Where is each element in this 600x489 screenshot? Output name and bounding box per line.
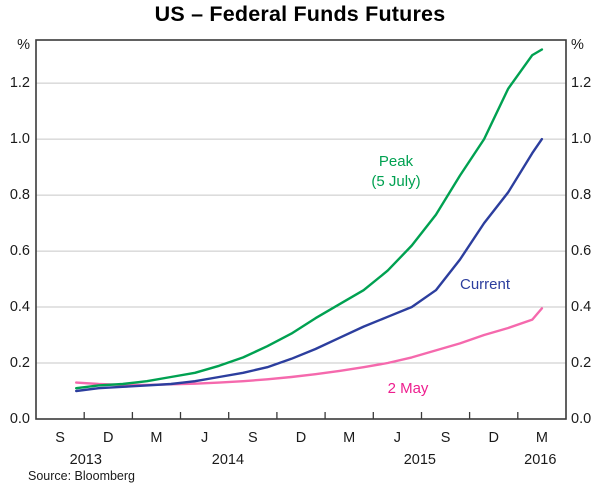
chart-title: US – Federal Funds Futures: [154, 2, 446, 26]
y-tick-label-right: 0.8: [571, 187, 592, 204]
x-tick-label: S: [247, 430, 258, 446]
y-tick-label-left: 0.4: [9, 299, 30, 316]
x-tick-label: M: [150, 430, 163, 446]
source-note: Source: Bloomberg: [28, 469, 136, 483]
plot-frame: [35, 39, 567, 420]
x-tick-label: S: [440, 430, 451, 446]
x-year-label: 2013: [69, 452, 102, 468]
x-tick-label: J: [201, 430, 209, 446]
x-year-label: 2014: [211, 452, 245, 468]
y-tick-label-right: 1.0: [571, 131, 592, 148]
x-tick-label: S: [55, 430, 65, 446]
x-year-label: 2015: [403, 452, 436, 468]
y-tick-label-left: 0.0: [9, 411, 30, 427]
y-tick-label-left: 0.2: [9, 355, 30, 372]
y-tick-label-left: 0.8: [9, 187, 30, 204]
x-tick-label: M: [343, 430, 356, 446]
y-tick-label-right: 0.2: [571, 355, 592, 372]
series-label-peak: Peak (5 July): [371, 152, 420, 192]
y-axis-unit-left: %: [17, 37, 30, 53]
x-tick-label: M: [535, 430, 548, 446]
y-tick-label-right: 0.0: [571, 411, 592, 427]
y-tick-label-left: 0.6: [9, 243, 30, 260]
x-tick-label: D: [103, 430, 114, 446]
series-line-2may: [75, 307, 544, 387]
y-tick-label-right: 0.6: [571, 243, 592, 260]
series-label-peak-line2: (5 July): [371, 173, 421, 190]
series-line-current: [75, 137, 544, 393]
y-tick-label-right: 0.4: [571, 299, 592, 316]
y-tick-label-right: 1.2: [571, 75, 592, 92]
series-label-peak-line1: Peak: [378, 153, 414, 170]
y-tick-label-left: 1.0: [9, 131, 30, 148]
y-axis-unit-right: %: [571, 37, 584, 53]
x-tick-label: J: [393, 430, 401, 446]
x-tick-label: D: [488, 430, 499, 446]
series-line-peak: [75, 48, 544, 390]
x-year-label: 2016: [524, 452, 557, 468]
series-label-2may: 2 May: [387, 380, 429, 397]
series-label-current: Current: [459, 276, 511, 293]
x-tick-label: D: [295, 430, 307, 446]
y-tick-label-left: 1.2: [9, 75, 30, 92]
